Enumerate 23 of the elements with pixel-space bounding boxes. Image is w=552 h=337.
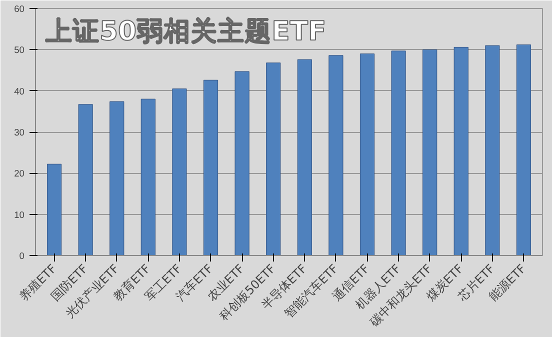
y-tick-label: 60 (14, 4, 25, 14)
y-tick-label: 0 (19, 251, 25, 261)
bar (422, 49, 438, 256)
bar (110, 101, 124, 256)
bar (140, 98, 156, 256)
bar (391, 50, 406, 256)
bar (485, 45, 500, 256)
bar (297, 59, 312, 256)
y-tick-label: 30 (14, 128, 25, 138)
bar (234, 71, 250, 256)
bar (172, 88, 187, 256)
y-tick-label: 10 (14, 210, 25, 220)
bar (46, 164, 62, 256)
y-tick-label: 20 (14, 168, 25, 179)
bar (454, 46, 468, 256)
bar (266, 62, 281, 256)
bar (328, 55, 344, 256)
y-tick-label: 40 (14, 86, 25, 96)
bar (78, 104, 93, 256)
bar (516, 44, 532, 256)
bar (203, 80, 218, 256)
bar (360, 54, 375, 256)
y-tick-label: 50 (14, 45, 25, 56)
